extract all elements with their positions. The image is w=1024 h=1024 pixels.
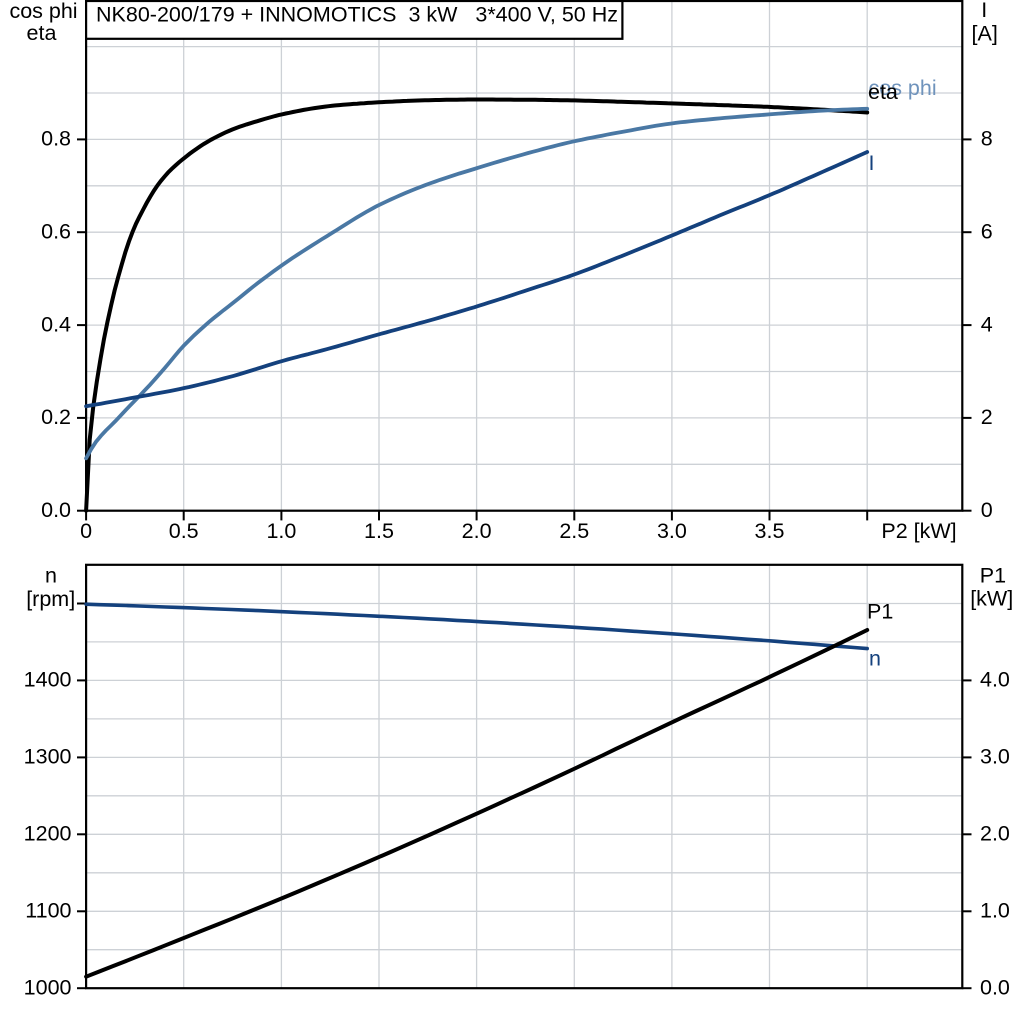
svg-text:1.0: 1.0 [980, 899, 1010, 923]
svg-text:2.0: 2.0 [462, 519, 492, 543]
svg-text:1.5: 1.5 [364, 519, 394, 543]
svg-text:I: I [869, 151, 875, 175]
svg-text:1200: 1200 [24, 822, 72, 846]
svg-text:P1: P1 [867, 599, 893, 623]
svg-text:0.6: 0.6 [41, 219, 71, 243]
svg-text:0.8: 0.8 [41, 127, 71, 151]
svg-text:eta: eta [27, 21, 57, 45]
svg-text:0.0: 0.0 [980, 975, 1010, 999]
svg-text:[A]: [A] [972, 22, 998, 46]
svg-text:6: 6 [981, 219, 993, 243]
svg-text:0.0: 0.0 [41, 498, 71, 522]
svg-text:1100: 1100 [25, 899, 71, 923]
svg-text:0: 0 [981, 498, 993, 522]
svg-text:2: 2 [981, 405, 993, 429]
svg-text:0.2: 0.2 [41, 405, 71, 429]
svg-text:8: 8 [981, 127, 993, 151]
svg-text:1300: 1300 [24, 745, 72, 769]
svg-text:I: I [981, 0, 987, 22]
svg-text:cos phi: cos phi [869, 76, 937, 100]
svg-text:4: 4 [981, 312, 993, 336]
svg-text:n: n [869, 647, 881, 671]
svg-text:cos phi: cos phi [9, 0, 77, 23]
svg-text:0.5: 0.5 [169, 519, 199, 543]
svg-text:0: 0 [80, 519, 92, 543]
svg-text:[rpm]: [rpm] [26, 587, 75, 611]
svg-text:4.0: 4.0 [980, 668, 1010, 692]
svg-text:0.4: 0.4 [41, 312, 71, 336]
svg-text:2.5: 2.5 [559, 519, 589, 543]
svg-text:3.5: 3.5 [755, 519, 785, 543]
svg-text:eta: eta [868, 80, 898, 104]
svg-text:3.0: 3.0 [980, 745, 1010, 769]
svg-text:1.0: 1.0 [266, 519, 296, 543]
svg-text:1000: 1000 [24, 975, 72, 999]
svg-text:3.0: 3.0 [657, 519, 687, 543]
svg-text:P1: P1 [980, 564, 1006, 588]
svg-text:1400: 1400 [24, 668, 72, 692]
svg-text:n: n [45, 564, 57, 588]
svg-text:2.0: 2.0 [980, 822, 1010, 846]
svg-text:P2 [kW]: P2 [kW] [881, 519, 956, 543]
svg-text:[kW]: [kW] [970, 586, 1013, 610]
svg-text:NK80-200/179 + INNOMOTICS 3 k: NK80-200/179 + INNOMOTICS 3 kW 3*400 V, … [96, 3, 618, 27]
